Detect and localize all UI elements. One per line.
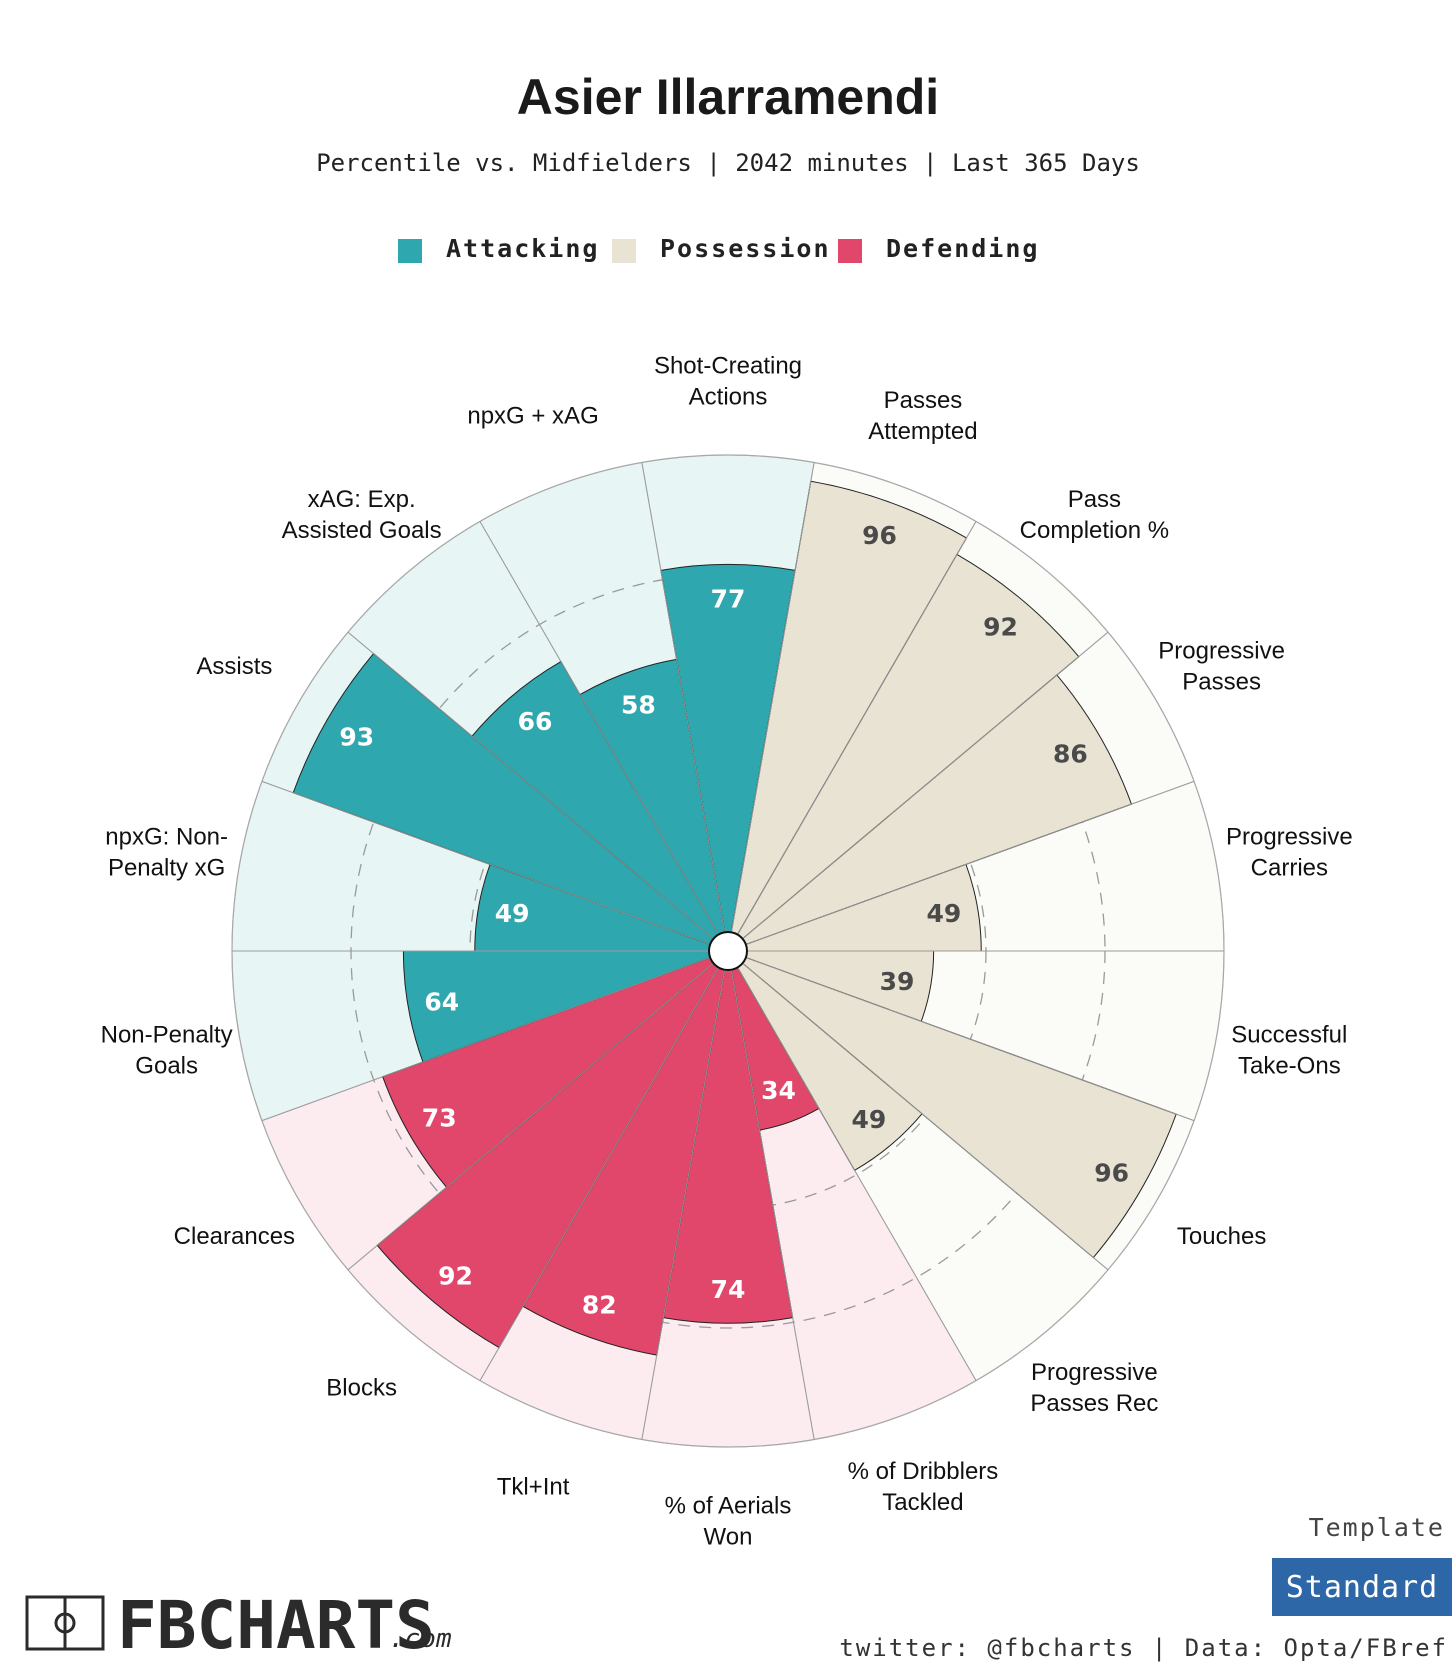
value-label-successful-take-ons: 39	[880, 967, 915, 996]
legend-label-defending: Defending	[886, 234, 1039, 263]
spoke	[727, 631, 1109, 952]
category-label-of-aerials-won: % of Aerials Won	[665, 1493, 792, 1551]
spoke	[261, 950, 729, 1122]
category-label-touches: Touches	[1177, 1223, 1266, 1250]
spoke	[727, 950, 977, 1381]
value-label-xag-exp-assisted-goals: 66	[518, 707, 553, 736]
value-label-non-penalty-goals: 64	[424, 987, 459, 1016]
bar-shot-creating-actions	[660, 564, 796, 952]
legend-swatch-possession	[612, 239, 636, 263]
spokes	[232, 462, 1224, 1440]
legend-label-possession: Possession	[660, 234, 831, 263]
category-label-progressive-carries: Progressive Carries	[1226, 824, 1353, 882]
bar-passes-attempted	[727, 480, 968, 952]
bar-tkl-int	[522, 950, 729, 1356]
chart-title: Asier Illarramendi	[517, 69, 939, 125]
bar-assists	[292, 652, 729, 952]
value-label-blocks: 92	[438, 1262, 473, 1291]
chart-subtitle: Percentile vs. Midfielders | 2042 minute…	[316, 149, 1140, 177]
bar-blocks	[376, 950, 729, 1349]
legend-label-attacking: Attacking	[446, 234, 599, 263]
bar-progressive-passes	[727, 674, 1133, 952]
legend-swatch-defending	[838, 239, 862, 263]
logo-suffix: .com	[389, 1624, 452, 1654]
category-label-non-penalty-goals: Non-Penalty Goals	[101, 1021, 233, 1079]
category-label-npxg-xag: npxG + xAG	[467, 402, 598, 429]
spoke	[727, 950, 1109, 1271]
category-label-assists: Assists	[196, 653, 272, 680]
center-circle	[708, 931, 748, 971]
spoke	[479, 521, 729, 952]
value-label-npxg-xag: 58	[621, 691, 656, 720]
fbcharts-logo: FBCHARTS .com	[25, 1587, 452, 1664]
legend-swatch-attacking	[398, 239, 422, 263]
value-label-pass-completion: 92	[983, 612, 1018, 641]
category-label-progressive-passes-rec: Progressive Passes Rec	[1030, 1359, 1158, 1417]
bar-touches	[727, 950, 1177, 1259]
value-label-clearances: 73	[422, 1104, 457, 1133]
value-label-shot-creating-actions: 77	[711, 584, 746, 613]
template-label: Template	[1309, 1513, 1445, 1542]
category-label-xag-exp-assisted-goals: xAG: Exp. Assisted Goals	[282, 486, 442, 544]
value-label-progressive-passes-rec: 49	[852, 1105, 887, 1134]
category-label-of-dribblers-tackled: % of Dribblers Tackled	[848, 1458, 999, 1516]
value-label-progressive-carries: 49	[927, 899, 962, 928]
legend: Attacking Possession Defending	[398, 234, 1039, 263]
category-labels: Shot-Creating Actions Passes Attempted Pass C…	[101, 353, 1353, 1551]
value-wedges	[292, 480, 1177, 1356]
category-label-shot-creating-actions: Shot-Creating Actions	[654, 353, 802, 411]
data-credit: twitter: @fbcharts | Data: Opta/FBref	[839, 1634, 1448, 1662]
logo-text: FBCHARTS	[117, 1587, 435, 1664]
value-label-progressive-passes: 86	[1053, 739, 1088, 768]
value-label-of-dribblers-tackled: 34	[761, 1076, 796, 1105]
spoke	[727, 780, 1195, 952]
spoke	[641, 462, 729, 952]
spoke	[727, 462, 815, 952]
value-label-tkl-int: 82	[582, 1291, 617, 1320]
value-label-of-aerials-won: 74	[711, 1275, 746, 1304]
category-label-clearances: Clearances	[174, 1223, 295, 1250]
spoke	[347, 631, 729, 952]
template-badge	[1272, 1558, 1452, 1616]
bar-clearances	[382, 950, 729, 1188]
spoke	[727, 950, 1195, 1122]
category-label-progressive-passes: Progressive Passes	[1158, 638, 1285, 696]
pitch-center-circle	[54, 1612, 76, 1634]
template-value: Standard	[1286, 1570, 1439, 1605]
bar-pass-completion	[727, 553, 1080, 952]
category-label-tkl-int: Tkl+Int	[497, 1474, 570, 1501]
category-label-successful-take-ons: Successful Take-Ons	[1231, 1021, 1347, 1079]
spoke	[727, 950, 815, 1440]
value-label-assists: 93	[339, 723, 374, 752]
spoke	[347, 950, 729, 1271]
value-labels: 77 96 92 86 49 39 96 49 34 74 82 92 73 64 49 93 66 58	[339, 521, 1129, 1320]
spoke	[261, 780, 729, 952]
category-label-pass-completion: Pass Completion %	[1020, 486, 1169, 544]
spoke	[641, 950, 729, 1440]
category-label-passes-attempted: Passes Attempted	[868, 387, 977, 445]
category-label-npxg-non-penalty-xg: npxG: Non-Penalty xG	[105, 824, 228, 882]
category-label-blocks: Blocks	[326, 1375, 397, 1402]
value-label-touches: 96	[1094, 1158, 1129, 1187]
bar-of-aerials-won	[662, 950, 794, 1324]
spoke	[479, 950, 729, 1381]
spoke	[727, 521, 977, 952]
value-label-passes-attempted: 96	[862, 521, 897, 550]
value-label-npxg-non-penalty-xg: 49	[495, 899, 530, 928]
